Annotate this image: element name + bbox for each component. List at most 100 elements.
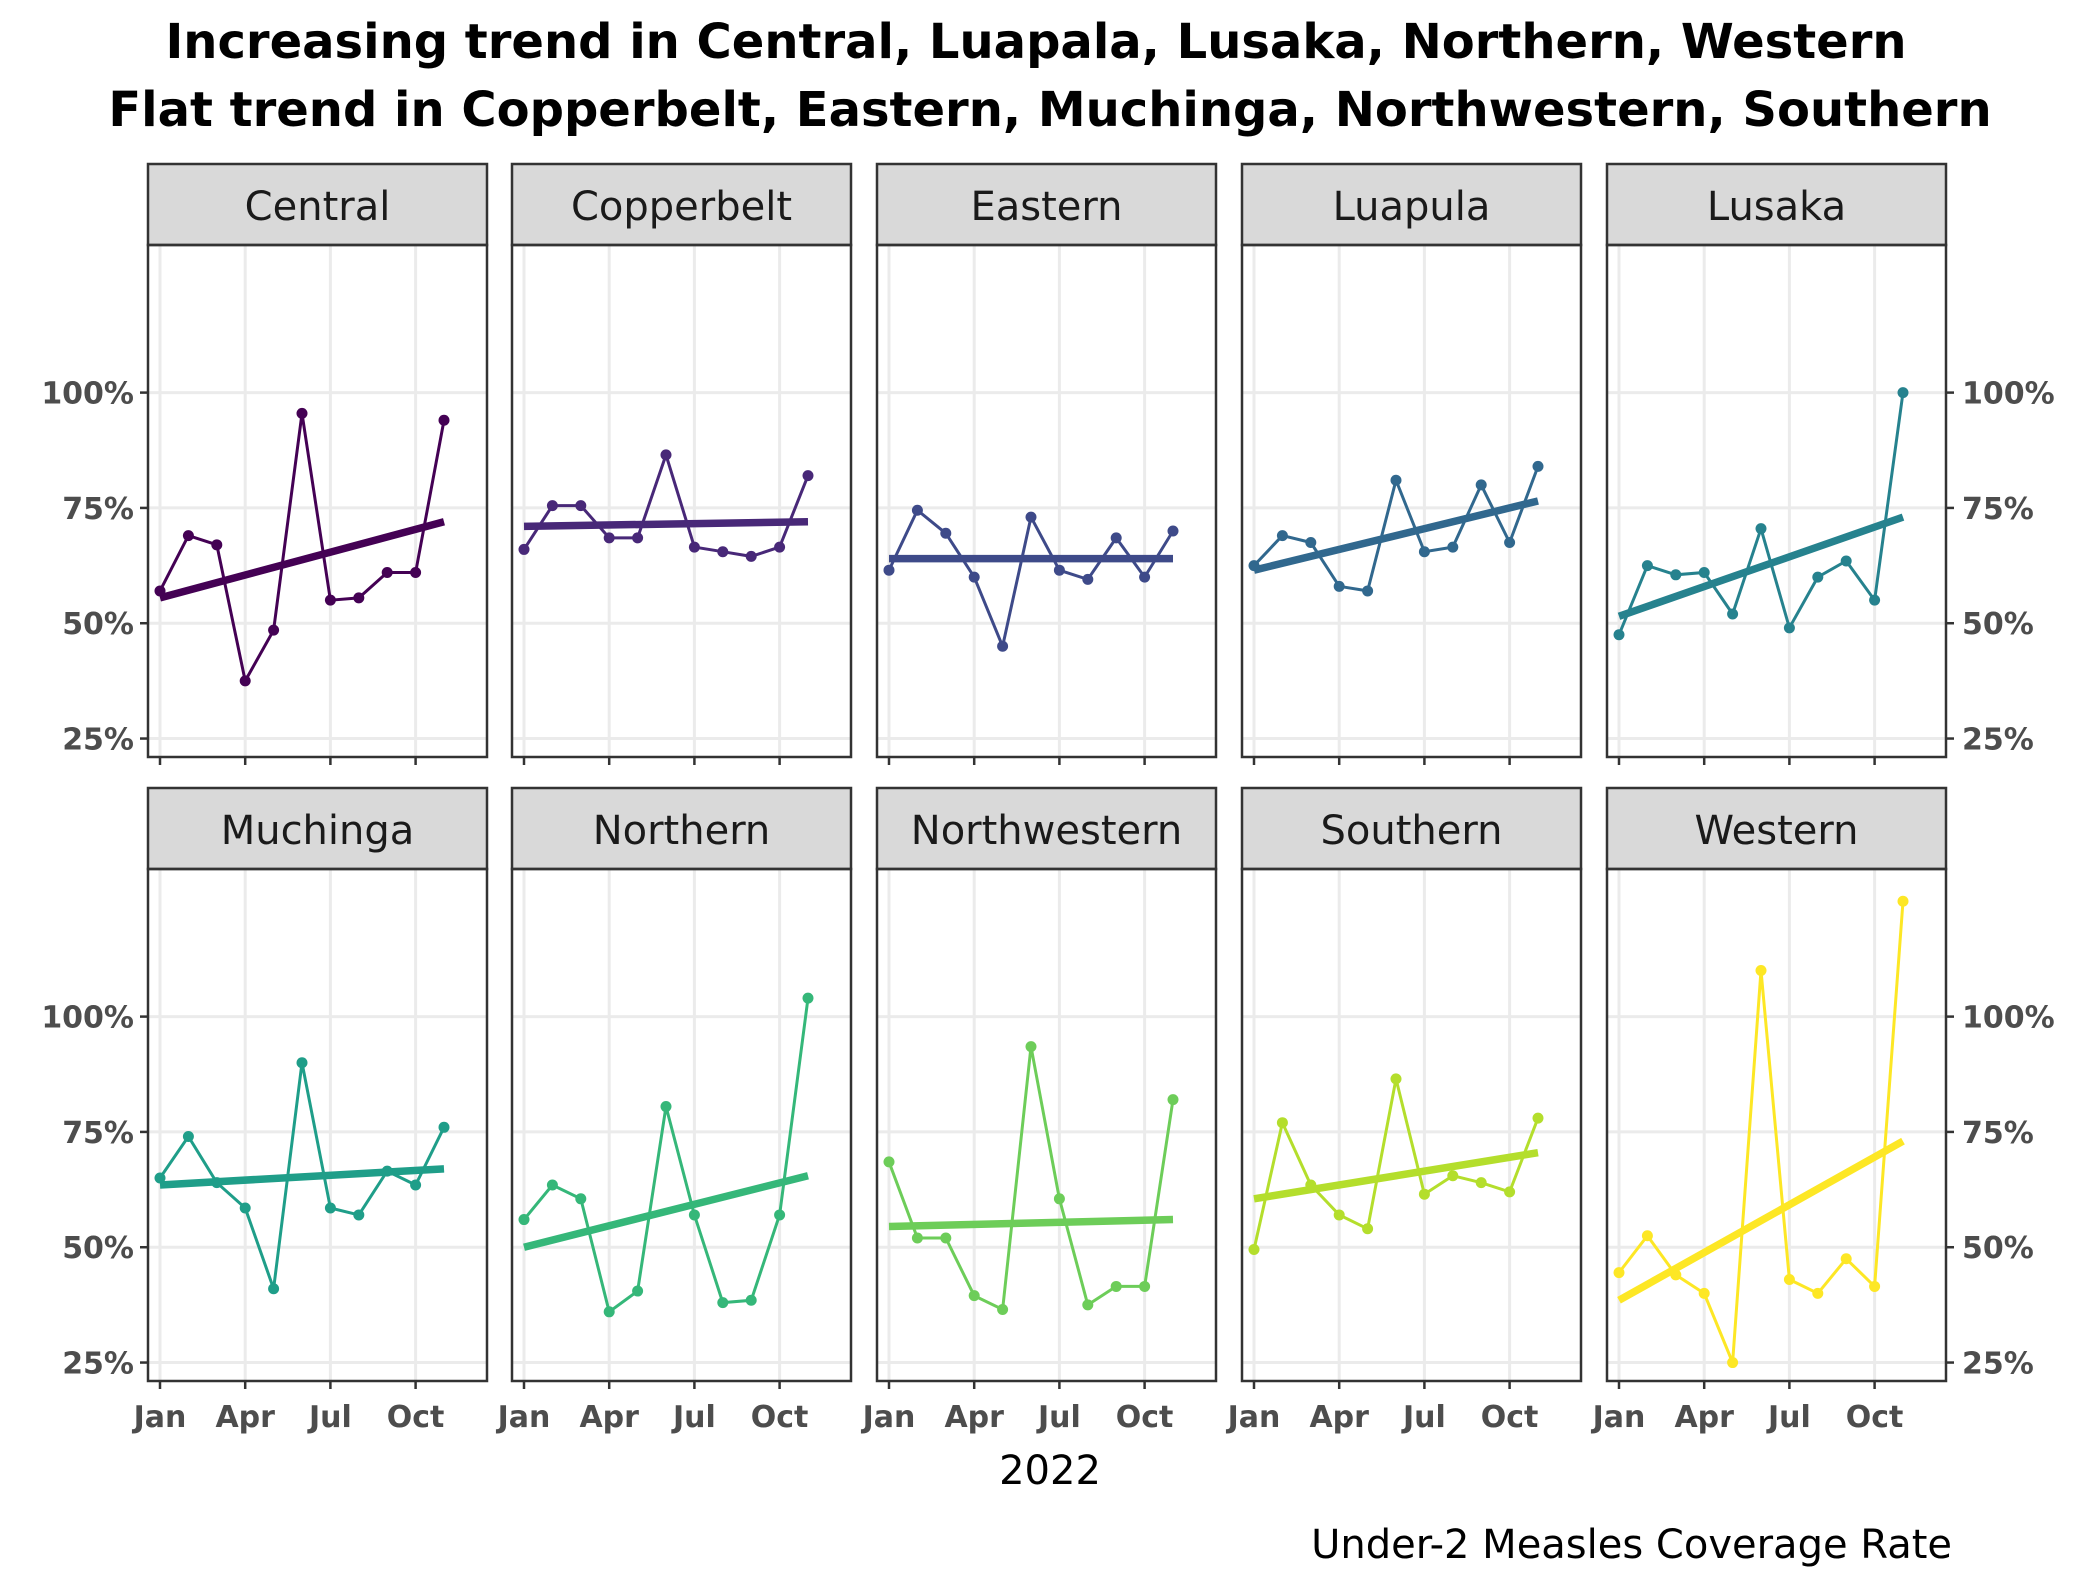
y-tick-label: 25% <box>1962 723 2034 758</box>
panel-western: Western 25% 50% 75% 100% Jan Apr Jul Oct <box>1591 786 2055 1435</box>
data-point <box>1698 1287 1710 1299</box>
y-tick-label: 50% <box>62 607 134 642</box>
data-point <box>1447 1170 1459 1182</box>
panel-border <box>1605 867 1948 1383</box>
trend-line <box>159 518 445 602</box>
data-point <box>546 500 558 512</box>
data-point <box>774 1209 786 1221</box>
data-point <box>1248 1244 1260 1256</box>
data-point <box>717 1297 729 1309</box>
data-point <box>911 1232 923 1244</box>
data-point <box>883 564 895 576</box>
panel-border <box>875 867 1218 1383</box>
chart-title-line-1: Increasing trend in Central, Luapala, Lu… <box>165 14 1907 70</box>
data-point <box>1783 1274 1795 1286</box>
data-point <box>1110 532 1122 544</box>
panel-northern: Northern Jan Apr Jul Oct <box>496 786 853 1435</box>
data-point <box>1475 1177 1487 1189</box>
panel-border <box>1240 867 1583 1383</box>
data-point <box>1082 573 1094 585</box>
data-point <box>774 541 786 553</box>
data-point <box>1053 1193 1065 1205</box>
data-point <box>1248 560 1260 572</box>
panel-border <box>146 243 489 759</box>
data-point <box>1670 1269 1682 1281</box>
data-point <box>296 1057 308 1069</box>
y-tick-label: 100% <box>1962 1001 2055 1036</box>
data-point <box>410 1179 422 1191</box>
data-point <box>632 1285 644 1297</box>
trend-line <box>159 1165 445 1189</box>
data-point <box>381 566 393 578</box>
x-tick-label: Apr <box>579 1400 639 1435</box>
data-point <box>1025 1041 1037 1053</box>
y-tick-label: 50% <box>1962 607 2034 642</box>
x-tick-label: Apr <box>1309 1400 1369 1435</box>
data-point <box>518 1214 530 1226</box>
facet-strip-label: Central <box>245 184 391 230</box>
data-point <box>381 1165 393 1177</box>
data-point <box>239 675 251 687</box>
trend-line <box>888 1215 1174 1231</box>
data-point <box>603 532 615 544</box>
data-point <box>1276 530 1288 542</box>
x-tick-label: Apr <box>944 1400 1004 1435</box>
data-point <box>603 1306 615 1318</box>
x-tick-label: Apr <box>1674 1400 1734 1435</box>
facet-strip-label: Lusaka <box>1707 184 1846 230</box>
data-point <box>632 532 644 544</box>
data-point <box>688 541 700 553</box>
data-point <box>1727 1357 1739 1369</box>
panel-background <box>148 869 487 1381</box>
x-tick-label: Jan <box>132 1400 187 1435</box>
data-point <box>1897 387 1909 399</box>
data-point <box>1418 546 1430 558</box>
x-tick-label: Oct <box>1846 1400 1904 1435</box>
facet-strip <box>146 786 489 871</box>
data-point <box>575 500 587 512</box>
facet-strip-label: Luapula <box>1333 184 1491 230</box>
data-point <box>940 1232 952 1244</box>
trend-line <box>1253 1148 1539 1203</box>
data-point <box>940 527 952 539</box>
data-point <box>353 1209 365 1221</box>
trend-line <box>523 518 809 531</box>
data-point <box>802 992 814 1004</box>
data-point <box>997 640 1009 652</box>
trend-line <box>1617 513 1905 620</box>
panel-border <box>146 867 489 1383</box>
panel-border <box>510 243 853 759</box>
data-point <box>997 1304 1009 1316</box>
x-tick-label: Jan <box>496 1400 551 1435</box>
y-tick-label: 75% <box>62 492 134 527</box>
data-point <box>1613 629 1625 641</box>
data-point <box>911 504 923 516</box>
y-tick-label: 100% <box>41 1001 134 1036</box>
data-point <box>239 1202 251 1214</box>
trend-line <box>1253 497 1539 574</box>
data-point <box>1504 537 1516 549</box>
panel-background <box>1607 245 1946 757</box>
facet-strip-label: Northwestern <box>911 808 1182 854</box>
facet-strip-label: Eastern <box>970 184 1122 230</box>
data-point <box>660 1101 672 1113</box>
facet-strip <box>875 162 1218 247</box>
data-point <box>1305 537 1317 549</box>
panel-muchinga: Muchinga 25% 50% 75% 100% Jan Apr Jul Oct <box>41 786 489 1435</box>
data-point <box>1362 585 1374 597</box>
data-point <box>154 1172 166 1184</box>
data-point <box>1139 571 1151 583</box>
data-point <box>1897 895 1909 907</box>
data-point <box>660 449 672 461</box>
panel-central: Central 25% 50% 75% 100% <box>41 162 489 765</box>
trend-line <box>1617 1137 1905 1304</box>
x-axis-label: 2022 <box>999 1448 1101 1494</box>
data-point <box>1783 622 1795 634</box>
y-tick-label: 25% <box>62 1347 134 1382</box>
data-point <box>1025 511 1037 523</box>
y-tick-label: 25% <box>62 723 134 758</box>
data-point <box>1755 523 1767 535</box>
data-point <box>296 407 308 419</box>
panel-southern: Southern Jan Apr Jul Oct <box>1226 786 1583 1435</box>
